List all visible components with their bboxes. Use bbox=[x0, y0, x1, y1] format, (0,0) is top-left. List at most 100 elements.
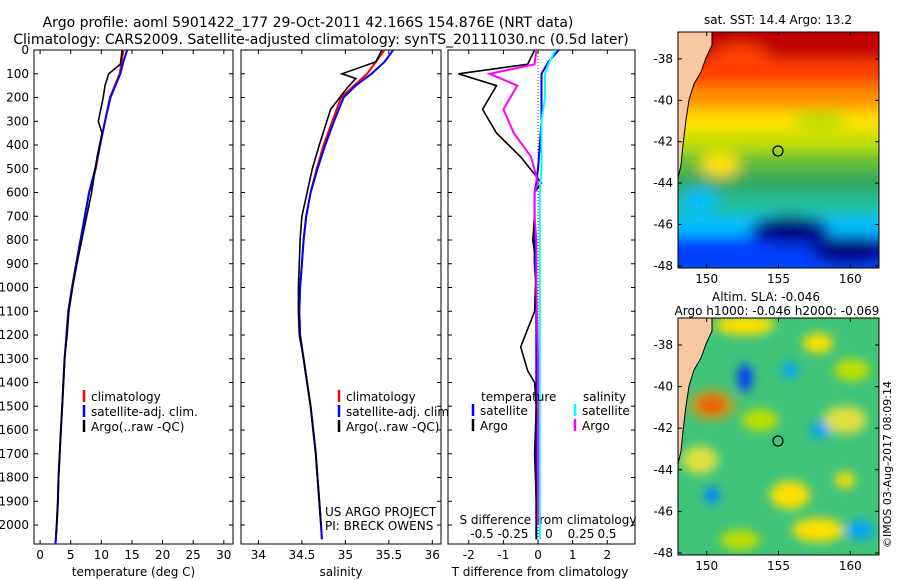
temperature-xtick-label: 20 bbox=[155, 548, 170, 562]
depth-tick-label: 1600 bbox=[0, 423, 29, 437]
temperature-plot-area bbox=[33, 49, 234, 545]
temperature-xtick-label: 25 bbox=[186, 548, 201, 562]
difference-panel: -2 -1 0 1 2 -0.5 -0.25 0 0.25 0.5S difference fro… bbox=[447, 49, 637, 579]
sla-map-axes: 150 155 160 -38 -40 -42 -44 -46 -48 bbox=[653, 318, 879, 573]
project-annotation: US ARGO PROJECT bbox=[325, 505, 437, 519]
sst-map-field bbox=[678, 32, 879, 268]
salinity-legend-label: climatology bbox=[346, 390, 416, 404]
sla-map-lon-label: 155 bbox=[767, 559, 790, 573]
salinity-series-group bbox=[297, 50, 395, 540]
sst-map-title: sat. SST: 14.4 Argo: 13.2 bbox=[704, 13, 852, 27]
depth-tick-label: 200 bbox=[6, 91, 29, 105]
temperature-xtick-label: 30 bbox=[216, 548, 231, 562]
depth-tick-label: 100 bbox=[6, 67, 29, 81]
difference-legend-label: Argo bbox=[480, 419, 508, 433]
difference-series-group bbox=[458, 50, 560, 540]
temperature-xtick-label: 10 bbox=[94, 548, 109, 562]
T-difference-tick-label: -1 bbox=[497, 548, 509, 562]
depth-tick-label: 300 bbox=[6, 114, 29, 128]
difference-series-salinity-satellite bbox=[538, 50, 557, 540]
T-difference-tick-label: -2 bbox=[463, 548, 475, 562]
temperature-legend-label: climatology bbox=[91, 390, 161, 404]
S-difference-tick-label: 0.5 bbox=[597, 527, 616, 541]
difference-legend-header-salinity: salinity bbox=[583, 390, 626, 404]
temperature-xtick-label: 15 bbox=[124, 548, 139, 562]
S-difference-tick-label: 0 bbox=[545, 527, 553, 541]
S-difference-tick-label: 0.25 bbox=[568, 527, 595, 541]
depth-tick-label: 1300 bbox=[0, 352, 29, 366]
salinity-legend-label: satellite-adj. clim. bbox=[346, 405, 453, 419]
sst-map-lat-label: -44 bbox=[653, 176, 673, 190]
figure-subtitle: Climatology: CARS2009. Satellite-adjuste… bbox=[13, 32, 628, 48]
depth-tick-label: 800 bbox=[6, 233, 29, 247]
S-difference-tick-label: -0.5 bbox=[470, 527, 493, 541]
temperature-legend-label: satellite-adj. clim. bbox=[91, 405, 198, 419]
temperature-xtick-label: 5 bbox=[67, 548, 75, 562]
sla-map-lat-label: -44 bbox=[653, 463, 673, 477]
depth-tick-label: 400 bbox=[6, 138, 29, 152]
S-difference-tick-label: -0.25 bbox=[497, 527, 528, 541]
sst-map-lon-label: 160 bbox=[839, 272, 862, 286]
temperature-series-argo-raw-qc bbox=[55, 50, 123, 535]
figure-title: Argo profile: aoml 5901422_177 29-Oct-20… bbox=[43, 15, 574, 31]
salinity-xtick-label: 35.5 bbox=[375, 548, 402, 562]
sst-map-lon-label: 150 bbox=[695, 272, 718, 286]
salinity-xtick-label: 35 bbox=[338, 548, 353, 562]
sst-map-axes: 150 155 160 -38 -40 -42 -44 -46 -48 bbox=[653, 32, 879, 286]
sst-map-lat-label: -48 bbox=[653, 259, 673, 273]
T-difference-tick-label: 1 bbox=[569, 548, 577, 562]
salinity-xtick-label: 34 bbox=[251, 548, 266, 562]
sla-map-field bbox=[678, 318, 879, 555]
depth-tick-label: 1100 bbox=[0, 304, 29, 318]
salinity-panel: 34 34.5 35 35.5 36 salinity climatologysatelli… bbox=[240, 49, 453, 579]
salinity-xtick-label: 36 bbox=[425, 548, 440, 562]
sla-map-lat-label: -46 bbox=[653, 504, 673, 518]
difference-legend-label: Argo bbox=[582, 419, 610, 433]
salinity-series-argo-raw-qc bbox=[297, 50, 383, 526]
temperature-xlabel: temperature (deg C) bbox=[72, 565, 195, 579]
sst-map-lat-label: -46 bbox=[653, 218, 673, 232]
salinity-xlabel: salinity bbox=[319, 565, 362, 579]
depth-tick-label: 1200 bbox=[0, 328, 29, 342]
temperature-panel: 0100200300400500600700800900100011001200… bbox=[0, 43, 234, 579]
sla-argo-location-marker bbox=[772, 435, 784, 447]
sst-map-lat-label: -42 bbox=[653, 135, 673, 149]
salinity-xtick-label: 34.5 bbox=[289, 548, 316, 562]
sla-map-land bbox=[678, 318, 713, 465]
S-difference-axis-label: S difference from climatology bbox=[460, 513, 637, 527]
depth-tick-label: 1900 bbox=[0, 494, 29, 508]
sla-map-lat-label: -40 bbox=[653, 380, 673, 394]
depth-tick-label: 1700 bbox=[0, 447, 29, 461]
pi-annotation: PI: BRECK OWENS bbox=[325, 519, 433, 533]
depth-tick-label: 1800 bbox=[0, 471, 29, 485]
sla-map-lat-label: -48 bbox=[653, 546, 673, 560]
sla-map-subtitle: Argo h1000: -0.046 h2000: -0.069 bbox=[675, 304, 880, 318]
difference-series-temperature-argo bbox=[458, 50, 543, 540]
difference-legend-label: satellite bbox=[582, 404, 630, 418]
T-difference-tick-label: 0 bbox=[534, 548, 542, 562]
depth-tick-label: 900 bbox=[6, 257, 29, 271]
temperature-series-group bbox=[54, 50, 129, 544]
depth-tick-label: 1500 bbox=[0, 399, 29, 413]
difference-series-salinity-argo bbox=[486, 50, 540, 525]
sst-map-lat-label: -38 bbox=[653, 52, 673, 66]
difference-legend-header-temperature: temperature bbox=[481, 390, 556, 404]
depth-tick-label: 700 bbox=[6, 209, 29, 223]
sla-map-lat-label: -38 bbox=[653, 338, 673, 352]
T-difference-tick-label: 2 bbox=[603, 548, 611, 562]
depth-tick-label: 1000 bbox=[0, 281, 29, 295]
sst-map-land bbox=[678, 32, 713, 179]
sla-map-lon-label: 160 bbox=[839, 559, 862, 573]
sla-map-lat-label: -42 bbox=[653, 421, 673, 435]
imos-credit: ©IMOS 03-Aug-2017 08:09:14 bbox=[881, 381, 894, 548]
T-difference-axis-label: T difference from climatology bbox=[451, 565, 629, 579]
sla-map: Altim. SLA: -0.046 Argo h1000: -0.046 h2… bbox=[653, 290, 880, 573]
salinity-legend-label: Argo(..raw -QC) bbox=[346, 420, 439, 434]
depth-tick-label: 2000 bbox=[0, 518, 29, 532]
depth-tick-label: 600 bbox=[6, 186, 29, 200]
sst-map-lon-label: 155 bbox=[767, 272, 790, 286]
temperature-legend-label: Argo(..raw -QC) bbox=[91, 420, 184, 434]
sst-map-lat-label: -40 bbox=[653, 93, 673, 107]
depth-tick-label: 0 bbox=[21, 43, 29, 57]
